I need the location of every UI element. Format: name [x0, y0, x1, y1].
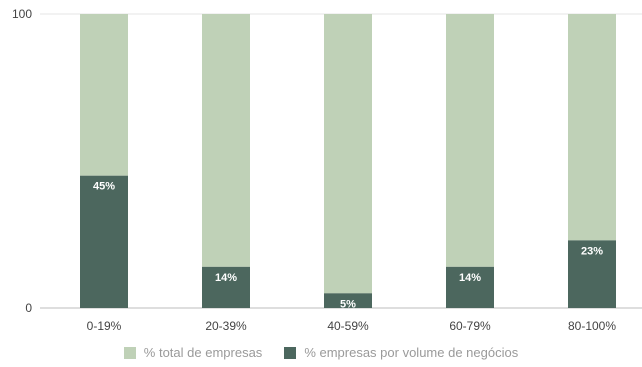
data-label-60-79%: 14%	[459, 272, 481, 284]
x-axis-categories: 0-19% 20-39% 40-59% 60-79% 80-100%	[87, 319, 617, 333]
bar-volume-40-59%	[324, 293, 372, 308]
legend-swatch-total	[123, 346, 136, 359]
y-axis-ticks: 0 100	[12, 7, 32, 315]
legend-label-total: % total de empresas	[143, 345, 263, 360]
y-tick-label-100: 100	[12, 7, 32, 21]
data-label-20-39%: 14%	[215, 272, 237, 284]
bar-chart: 0 100 45% 14% 5% 14% 23% 0-19% 20-39% 40-59% 60-…	[12, 7, 642, 333]
data-label-80-100%: 23%	[581, 245, 603, 257]
bar-total-0-19%	[80, 14, 128, 176]
legend-swatch-volume	[284, 346, 297, 359]
bar-volume-60-79%	[446, 266, 494, 308]
bar-total-80-100%	[568, 14, 616, 241]
bar-volume-20-39%	[202, 266, 250, 308]
x-category-label-60-79%: 60-79%	[449, 319, 491, 333]
bar-volume-80-100%	[568, 240, 616, 308]
legend: % total de empresas % empresas por volum…	[0, 345, 642, 360]
legend-item-volume: % empresas por volume de negócios	[284, 345, 518, 360]
data-label-40-59%: 5%	[340, 298, 356, 310]
y-tick-label-0: 0	[25, 301, 32, 315]
x-category-label-40-59%: 40-59%	[327, 319, 369, 333]
legend-label-volume: % empresas por volume de negócios	[304, 345, 519, 360]
bar-total-20-39%	[202, 14, 250, 267]
bar-volume-0-19%	[80, 175, 128, 308]
x-category-label-0-19%: 0-19%	[87, 319, 122, 333]
x-category-label-20-39%: 20-39%	[205, 319, 247, 333]
data-labels: 45% 14% 5% 14% 23%	[93, 181, 603, 311]
bars	[80, 14, 616, 308]
bar-total-40-59%	[324, 14, 372, 294]
data-label-0-19%: 45%	[93, 181, 115, 193]
x-category-label-80-100%: 80-100%	[568, 319, 616, 333]
legend-item-total: % total de empresas	[123, 345, 263, 360]
bar-total-60-79%	[446, 14, 494, 267]
